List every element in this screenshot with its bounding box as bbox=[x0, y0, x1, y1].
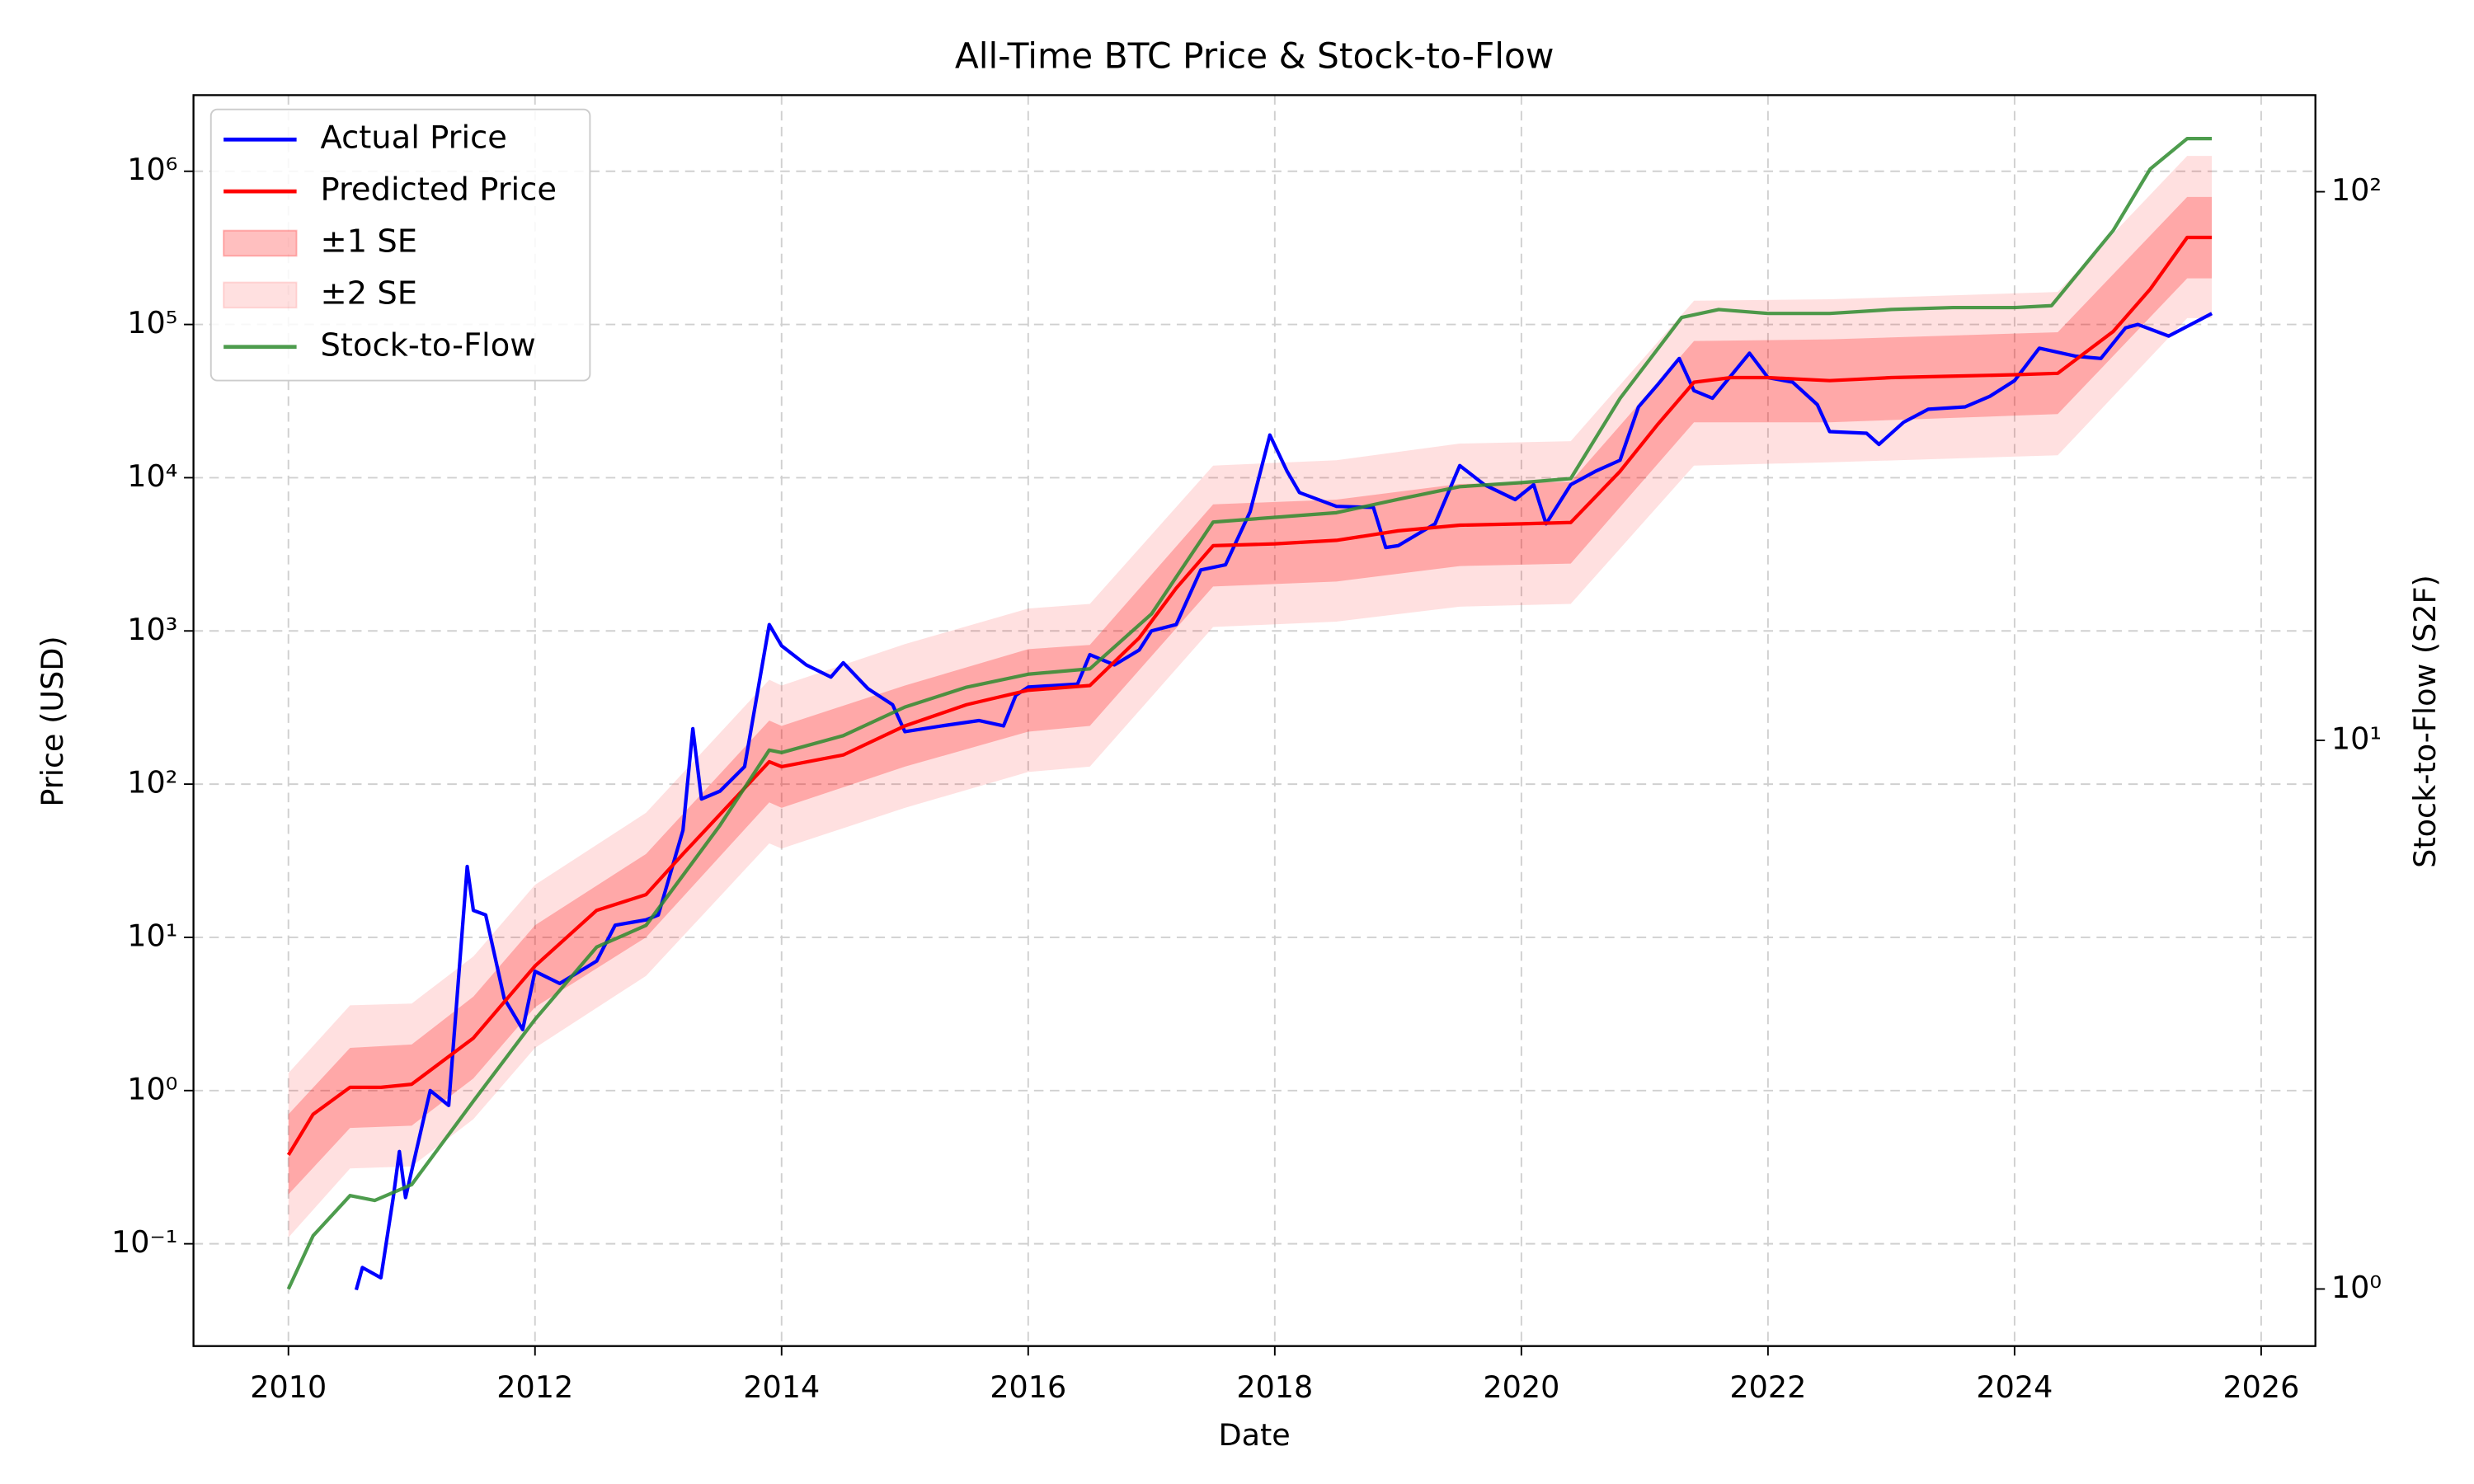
y-tick-label: 10⁶ bbox=[127, 152, 177, 187]
legend-swatch bbox=[223, 229, 298, 257]
y2-tick-label: 10⁰ bbox=[2331, 1270, 2382, 1305]
legend: Actual Price Predicted Price ±1 SE ±2 SE Sto… bbox=[209, 108, 591, 382]
y-tick-label: 10⁻¹ bbox=[111, 1224, 177, 1260]
y-tick-label: 10² bbox=[127, 765, 177, 801]
series-line bbox=[354, 312, 2213, 1291]
legend-swatch bbox=[223, 281, 298, 309]
chart-title: All-Time BTC Price & Stock-to-Flow bbox=[955, 36, 1554, 77]
y-tick-label: 10⁴ bbox=[127, 458, 177, 494]
legend-label: Stock-to-Flow bbox=[320, 326, 535, 364]
x-tick-label: 2024 bbox=[1976, 1369, 2053, 1405]
x-tick-label: 2014 bbox=[743, 1369, 820, 1405]
y-tick-label: 10⁰ bbox=[127, 1071, 177, 1106]
y-tick-label: 10⁵ bbox=[127, 305, 177, 340]
x-tick-label: 2020 bbox=[1483, 1369, 1559, 1405]
x-tick-label: 2010 bbox=[250, 1369, 327, 1405]
plot-area bbox=[286, 136, 2213, 1291]
legend-box bbox=[209, 108, 591, 382]
x-tick-label: 2022 bbox=[1729, 1369, 1806, 1405]
legend-label: ±2 SE bbox=[320, 275, 417, 312]
y2-tick-label: 10² bbox=[2331, 172, 2382, 208]
legend-label: Actual Price bbox=[320, 120, 507, 157]
legend-label: ±1 SE bbox=[320, 223, 417, 260]
series-line bbox=[286, 235, 2213, 1156]
x-tick-label: 2026 bbox=[2222, 1369, 2299, 1405]
x-tick-label: 2018 bbox=[1236, 1369, 1313, 1405]
y2-axis-label: Stock-to-Flow (S2F) bbox=[2407, 575, 2443, 868]
y2-tick-label: 10¹ bbox=[2331, 721, 2382, 757]
y-tick-label: 10¹ bbox=[127, 918, 177, 953]
y-tick-label: 10³ bbox=[127, 612, 177, 647]
x-tick-label: 2012 bbox=[496, 1369, 573, 1405]
plot-frame bbox=[192, 94, 2316, 1347]
se-band bbox=[288, 156, 2213, 1237]
x-tick-label: 2016 bbox=[990, 1369, 1066, 1405]
axes: 2010 2012 2014 2016 2018 2020 2022 2024 2026 10⁻¹… bbox=[111, 152, 2382, 1405]
y-axis-label: Price (USD) bbox=[35, 636, 70, 806]
x-axis-label: Date bbox=[1219, 1417, 1291, 1453]
legend-label: Predicted Price bbox=[320, 171, 557, 209]
series-line bbox=[286, 136, 2213, 1290]
